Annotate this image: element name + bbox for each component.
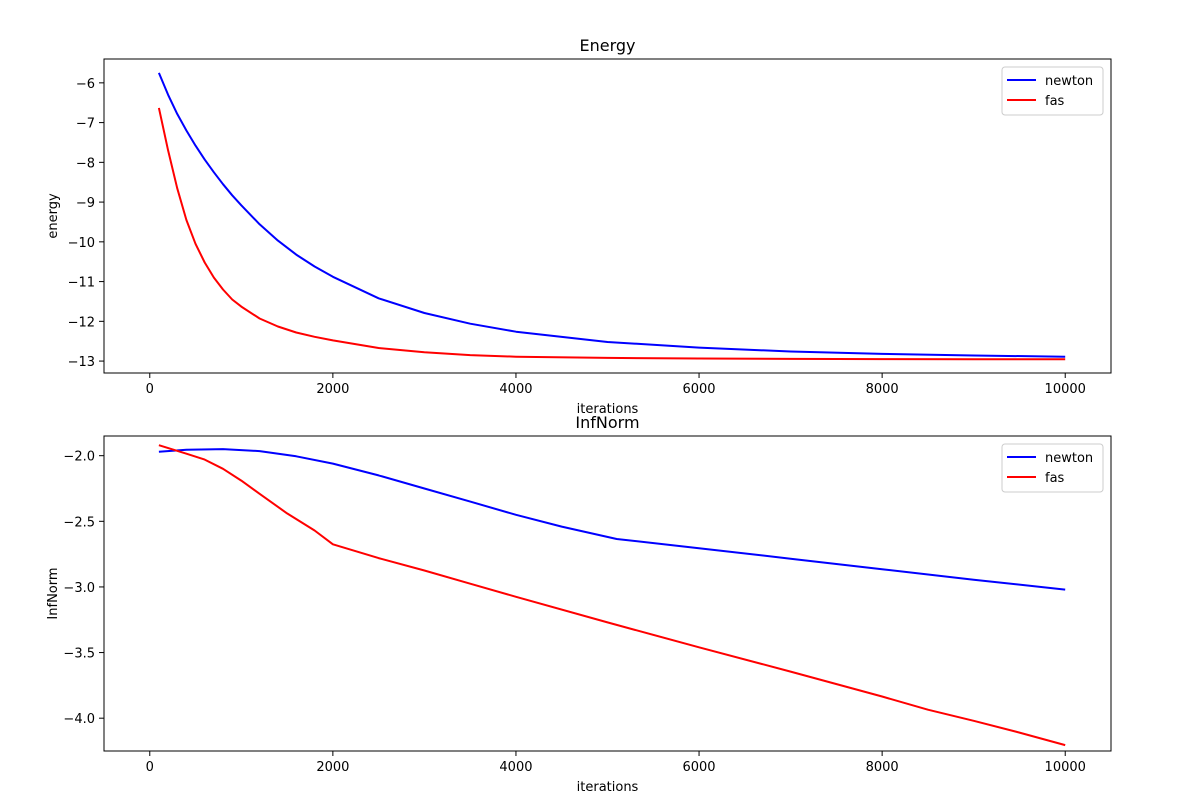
y-tick-label: −8 [76,156,95,171]
x-tick-label: 8000 [866,382,899,397]
axes-frame [103,435,1112,752]
series-line-fas [158,444,1066,747]
x-tick-label: 10000 [1045,760,1086,775]
y-axis-label: InfNorm [46,567,61,619]
x-tick-label: 8000 [866,760,899,775]
x-axis-label: iterations [577,402,639,417]
axes-frame [103,58,1112,374]
series-line-newton [157,72,1066,358]
chart-title: Energy [579,36,635,55]
x-tick-label: 6000 [682,760,715,775]
chart-title: InfNorm [575,413,639,432]
series-line-newton [158,448,1066,591]
y-tick-label: −3.0 [63,581,95,596]
x-tick-label: 6000 [682,382,715,397]
y-tick-label: −2.0 [63,450,95,465]
x-tick-label: 10000 [1045,382,1086,397]
legend-label-newton: newton [1045,74,1093,89]
y-tick-label: −13 [68,355,95,370]
y-tick-label: −9 [76,196,95,211]
y-tick-label: −7 [76,117,95,132]
x-tick-label: 2000 [316,760,349,775]
x-tick-label: 4000 [499,382,532,397]
x-tick-label: 0 [146,760,154,775]
y-tick-label: −12 [68,315,95,330]
x-axis-label: iterations [577,780,639,795]
y-tick-label: −6 [76,77,95,92]
y-tick-label: −4.0 [63,712,95,727]
legend-label-fas: fas [1045,94,1065,109]
y-tick-label: −3.5 [63,647,95,662]
series-line-fas [157,107,1066,361]
x-tick-label: 2000 [316,382,349,397]
legend-label-newton: newton [1045,451,1093,466]
legend-label-fas: fas [1045,471,1065,486]
legend: newton fas [1001,66,1104,116]
y-tick-label: −11 [68,276,95,291]
chart-1: Energy 0 2000 4000 6000 8000 10000 −13 −12 −11 −10… [46,36,1112,417]
y-tick-label: −2.5 [63,515,95,530]
x-tick-label: 4000 [499,760,532,775]
legend: newton fas [1001,443,1104,493]
y-axis-label: energy [46,193,61,239]
y-tick-label: −10 [68,236,95,251]
x-tick-label: 0 [146,382,154,397]
chart-2: InfNorm 0 2000 4000 6000 8000 10000 −4.0 −3.5 −3.… [46,413,1112,795]
